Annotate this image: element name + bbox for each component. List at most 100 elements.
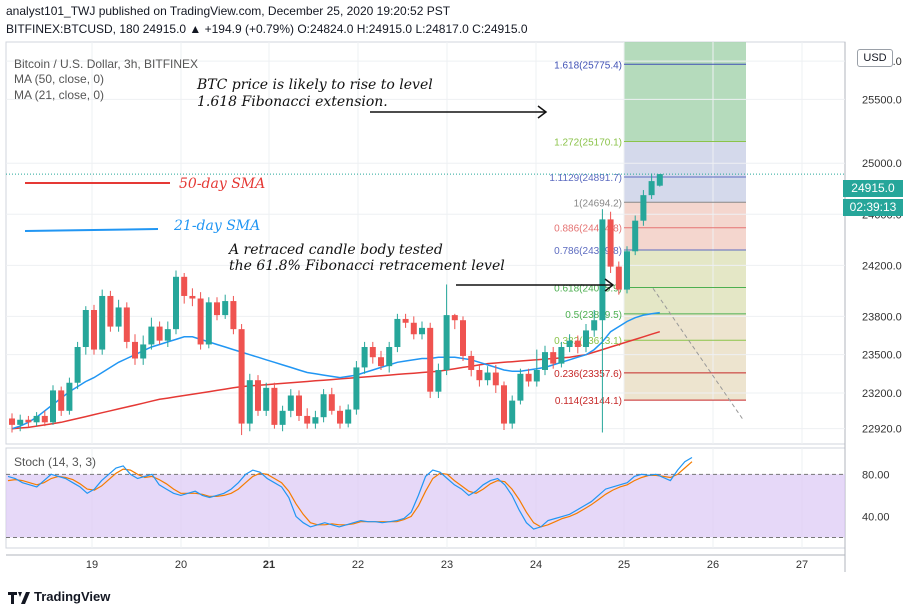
ma21-legend[interactable]: MA (21, close, 0) — [14, 88, 105, 102]
candle — [230, 295, 237, 335]
candle — [66, 377, 73, 415]
candle — [222, 294, 229, 319]
candle-body — [386, 347, 393, 367]
candle-body — [296, 395, 302, 416]
candle — [173, 270, 179, 335]
candle-body — [222, 301, 229, 316]
candle-body — [419, 327, 425, 335]
candle-body — [132, 341, 138, 359]
fib-level-label: 1(24694.2) — [574, 198, 622, 209]
candle-body — [460, 320, 466, 356]
candle-body — [484, 372, 491, 381]
candle-body — [533, 369, 540, 382]
candle-body — [361, 347, 368, 368]
candle-body — [263, 387, 270, 411]
candle-body — [50, 390, 56, 423]
candle — [148, 317, 155, 350]
candle — [312, 410, 319, 429]
candle-body — [304, 415, 311, 424]
candle — [58, 386, 65, 416]
candle — [304, 408, 311, 429]
sma21-label: 21-day SMA — [174, 218, 261, 234]
candle — [17, 414, 24, 432]
candle — [263, 382, 270, 416]
candle-body — [214, 302, 220, 316]
currency-button[interactable]: USD — [857, 49, 893, 67]
time-tick-label: 24 — [530, 559, 542, 571]
candle — [369, 341, 376, 364]
candle — [164, 321, 171, 348]
candle — [435, 363, 442, 399]
candle-body — [468, 355, 475, 370]
candle — [591, 310, 598, 337]
candle-body — [656, 174, 663, 186]
candle — [476, 364, 483, 387]
tradingview-icon — [8, 591, 30, 604]
price-tick-label: 25500.0 — [862, 94, 902, 106]
stoch-legend[interactable]: Stoch (14, 3, 3) — [14, 455, 97, 469]
price-tick-label: 25000.0 — [862, 158, 902, 170]
candle — [451, 313, 458, 330]
time-tick-label: 21 — [263, 559, 275, 571]
candle-body — [140, 344, 147, 359]
candle-body — [345, 409, 352, 424]
price-tick-label: 23800.0 — [862, 311, 902, 323]
candle — [246, 373, 253, 432]
candle — [156, 321, 163, 345]
time-tick-label: 26 — [707, 559, 719, 571]
candle — [132, 334, 138, 365]
last-price-badge: 24915.0 — [843, 180, 903, 197]
candle-body — [648, 181, 655, 196]
fib-level-label: 0.886(24494.8) — [554, 224, 622, 235]
sma50-label: 50-day SMA — [179, 176, 266, 192]
candle — [33, 412, 40, 427]
candle — [501, 381, 507, 430]
sma21-legend-line — [24, 228, 159, 232]
candle-body — [337, 410, 343, 424]
candle — [656, 174, 663, 187]
candle — [410, 316, 417, 340]
candle-body — [312, 417, 319, 424]
candle-body — [542, 352, 548, 370]
candle — [296, 390, 302, 422]
tradingview-logo[interactable]: TradingView — [8, 589, 110, 604]
ma50-legend[interactable]: MA (50, close, 0) — [14, 72, 105, 86]
candle — [107, 290, 114, 332]
fib-level-label: 0.114(23144.1) — [555, 396, 622, 407]
btc-annotation-arrowhead — [537, 105, 548, 119]
candle-body — [197, 298, 204, 345]
candle-body — [173, 276, 179, 330]
candle — [345, 404, 352, 428]
candle-body — [624, 251, 630, 290]
candle — [41, 410, 48, 427]
candle-body — [435, 369, 442, 392]
candle-body — [41, 415, 48, 423]
candle-body — [443, 315, 450, 370]
candle-body — [66, 382, 73, 411]
candle-body — [58, 390, 65, 411]
candle — [91, 304, 97, 355]
candle-body — [427, 327, 434, 392]
candle — [583, 324, 589, 353]
candle — [525, 368, 532, 387]
candle-body — [632, 220, 639, 252]
fib-zone-lower-retrace — [624, 313, 746, 401]
candle — [484, 366, 491, 386]
candle — [82, 306, 89, 355]
price-tick-label: 23200.0 — [862, 388, 902, 400]
candle — [123, 302, 130, 349]
candle-body — [410, 322, 417, 335]
candle-body — [181, 276, 188, 296]
price-tick-label: 23500.0 — [862, 350, 902, 362]
candle-body — [33, 415, 40, 423]
fib-level-label: 0.236(23357.6) — [554, 369, 622, 380]
ma21-line — [11, 311, 660, 430]
candle — [353, 361, 360, 415]
candle — [517, 368, 524, 405]
candle-body — [394, 318, 401, 348]
candle-body — [123, 307, 130, 342]
fib-level-label: 0.5(23819.5) — [565, 310, 622, 321]
candle-body — [107, 295, 114, 327]
candle — [419, 321, 425, 340]
